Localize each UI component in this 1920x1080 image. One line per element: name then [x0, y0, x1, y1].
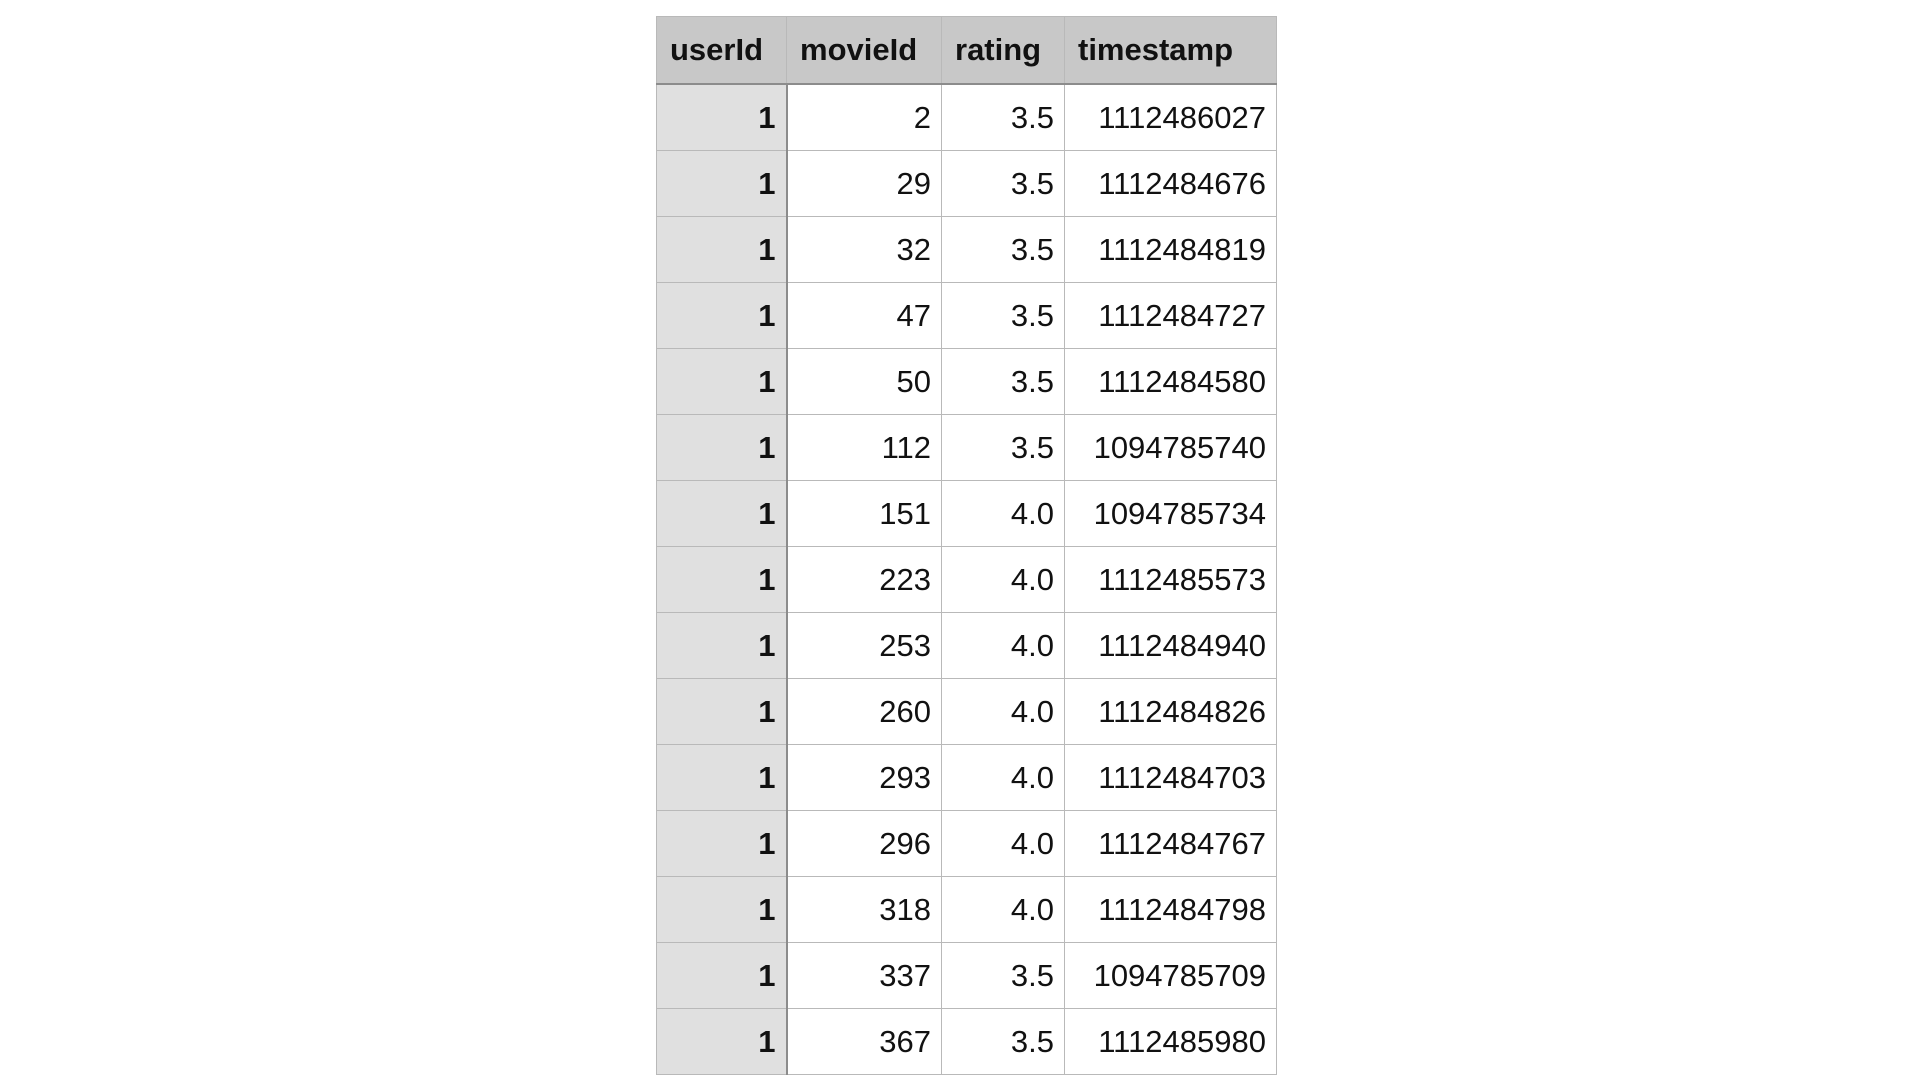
- cell-movieid[interactable]: 112: [786, 414, 942, 481]
- column-header-userid[interactable]: userId: [656, 16, 787, 85]
- cell-movieid[interactable]: 2: [786, 83, 942, 151]
- cell-rating[interactable]: 4.0: [941, 876, 1065, 943]
- cell-timestamp[interactable]: 1094785709: [1064, 942, 1277, 1009]
- cell-timestamp[interactable]: 1112484727: [1064, 282, 1277, 349]
- cell-movieid[interactable]: 293: [786, 744, 942, 811]
- cell-movieid[interactable]: 296: [786, 810, 942, 877]
- table-row[interactable]: 1 2 3.5 1112486027: [656, 83, 1277, 151]
- cell-userid[interactable]: 1: [656, 150, 788, 217]
- table-body: 1 2 3.5 1112486027 1 29 3.5 1112484676 1 32 3.5 111…: [656, 83, 1277, 1075]
- cell-rating[interactable]: 4.0: [941, 744, 1065, 811]
- table-row[interactable]: 1 296 4.0 1112484767: [656, 810, 1277, 877]
- cell-timestamp[interactable]: 1112484798: [1064, 876, 1277, 943]
- cell-timestamp[interactable]: 1112485573: [1064, 546, 1277, 613]
- cell-userid[interactable]: 1: [656, 546, 788, 613]
- cell-userid[interactable]: 1: [656, 282, 788, 349]
- cell-rating[interactable]: 3.5: [941, 83, 1065, 151]
- cell-timestamp[interactable]: 1112484767: [1064, 810, 1277, 877]
- cell-timestamp[interactable]: 1112484819: [1064, 216, 1277, 283]
- cell-movieid[interactable]: 151: [786, 480, 942, 547]
- cell-movieid[interactable]: 47: [786, 282, 942, 349]
- cell-rating[interactable]: 3.5: [941, 942, 1065, 1009]
- cell-rating[interactable]: 3.5: [941, 150, 1065, 217]
- cell-timestamp[interactable]: 1112484940: [1064, 612, 1277, 679]
- cell-userid[interactable]: 1: [656, 83, 788, 151]
- cell-timestamp[interactable]: 1094785740: [1064, 414, 1277, 481]
- column-header-timestamp[interactable]: timestamp: [1064, 16, 1277, 85]
- cell-rating[interactable]: 4.0: [941, 612, 1065, 679]
- cell-userid[interactable]: 1: [656, 678, 788, 745]
- cell-timestamp[interactable]: 1112484580: [1064, 348, 1277, 415]
- cell-rating[interactable]: 3.5: [941, 414, 1065, 481]
- ratings-table: userId movieId rating timestamp 1 2 3.5 111…: [656, 16, 1277, 1075]
- table-row[interactable]: 1 318 4.0 1112484798: [656, 876, 1277, 943]
- table-row[interactable]: 1 367 3.5 1112485980: [656, 1008, 1277, 1075]
- cell-rating[interactable]: 4.0: [941, 678, 1065, 745]
- cell-userid[interactable]: 1: [656, 744, 788, 811]
- cell-userid[interactable]: 1: [656, 942, 788, 1009]
- cell-rating[interactable]: 3.5: [941, 348, 1065, 415]
- cell-timestamp[interactable]: 1112484676: [1064, 150, 1277, 217]
- cell-rating[interactable]: 4.0: [941, 546, 1065, 613]
- cell-timestamp[interactable]: 1112485980: [1064, 1008, 1277, 1075]
- table-row[interactable]: 1 112 3.5 1094785740: [656, 414, 1277, 481]
- table-row[interactable]: 1 151 4.0 1094785734: [656, 480, 1277, 547]
- cell-rating[interactable]: 3.5: [941, 1008, 1065, 1075]
- cell-movieid[interactable]: 223: [786, 546, 942, 613]
- cell-rating[interactable]: 4.0: [941, 810, 1065, 877]
- table-row[interactable]: 1 253 4.0 1112484940: [656, 612, 1277, 679]
- cell-userid[interactable]: 1: [656, 612, 788, 679]
- cell-movieid[interactable]: 50: [786, 348, 942, 415]
- cell-userid[interactable]: 1: [656, 876, 788, 943]
- cell-userid[interactable]: 1: [656, 810, 788, 877]
- column-header-movieid[interactable]: movieId: [786, 16, 942, 85]
- header-row: userId movieId rating timestamp: [656, 16, 1277, 85]
- table-row[interactable]: 1 337 3.5 1094785709: [656, 942, 1277, 1009]
- cell-userid[interactable]: 1: [656, 414, 788, 481]
- cell-timestamp[interactable]: 1094785734: [1064, 480, 1277, 547]
- table-row[interactable]: 1 223 4.0 1112485573: [656, 546, 1277, 613]
- cell-movieid[interactable]: 337: [786, 942, 942, 1009]
- cell-rating[interactable]: 4.0: [941, 480, 1065, 547]
- cell-userid[interactable]: 1: [656, 216, 788, 283]
- cell-userid[interactable]: 1: [656, 1008, 788, 1075]
- table-row[interactable]: 1 293 4.0 1112484703: [656, 744, 1277, 811]
- cell-movieid[interactable]: 318: [786, 876, 942, 943]
- cell-timestamp[interactable]: 1112486027: [1064, 83, 1277, 151]
- cell-timestamp[interactable]: 1112484703: [1064, 744, 1277, 811]
- column-header-rating[interactable]: rating: [941, 16, 1065, 85]
- table-row[interactable]: 1 47 3.5 1112484727: [656, 282, 1277, 349]
- cell-rating[interactable]: 3.5: [941, 216, 1065, 283]
- table-row[interactable]: 1 32 3.5 1112484819: [656, 216, 1277, 283]
- table-row[interactable]: 1 29 3.5 1112484676: [656, 150, 1277, 217]
- cell-movieid[interactable]: 367: [786, 1008, 942, 1075]
- cell-timestamp[interactable]: 1112484826: [1064, 678, 1277, 745]
- cell-movieid[interactable]: 29: [786, 150, 942, 217]
- cell-userid[interactable]: 1: [656, 348, 788, 415]
- table-header: userId movieId rating timestamp: [656, 16, 1277, 85]
- cell-userid[interactable]: 1: [656, 480, 788, 547]
- cell-movieid[interactable]: 260: [786, 678, 942, 745]
- table-row[interactable]: 1 50 3.5 1112484580: [656, 348, 1277, 415]
- cell-movieid[interactable]: 253: [786, 612, 942, 679]
- table-row[interactable]: 1 260 4.0 1112484826: [656, 678, 1277, 745]
- cell-rating[interactable]: 3.5: [941, 282, 1065, 349]
- cell-movieid[interactable]: 32: [786, 216, 942, 283]
